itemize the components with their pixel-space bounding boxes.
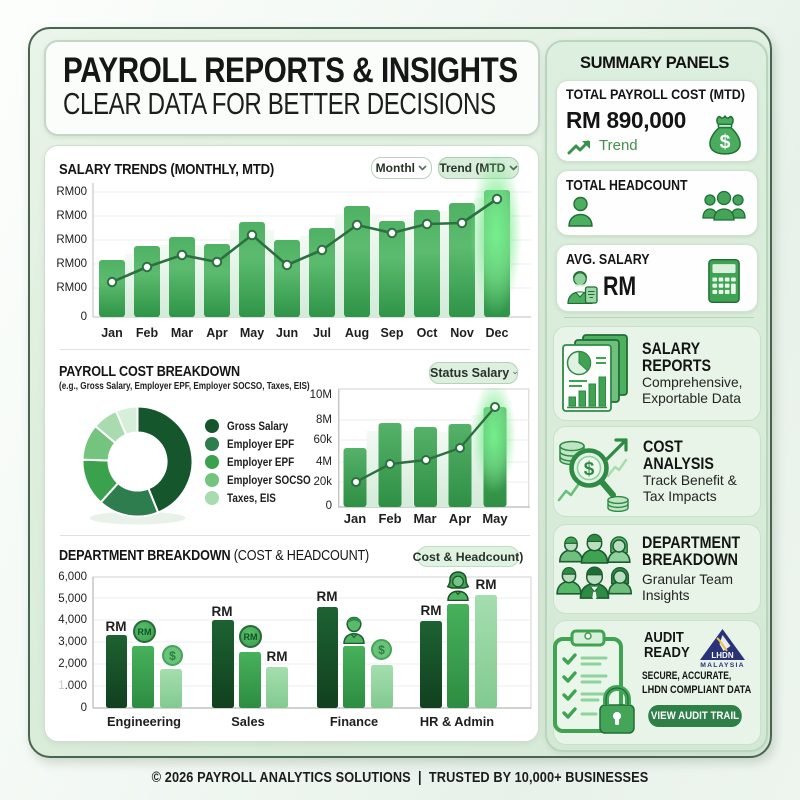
- svg-text:$: $: [720, 131, 731, 153]
- svg-text:$: $: [584, 459, 595, 480]
- svg-text:LHDN: LHDN: [711, 651, 733, 660]
- svg-text:MALAYSIA: MALAYSIA: [700, 662, 744, 668]
